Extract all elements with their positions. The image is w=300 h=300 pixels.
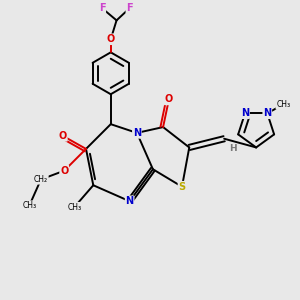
Text: N: N [133,128,141,138]
Text: N: N [126,196,134,206]
Text: O: O [106,34,115,44]
Text: F: F [126,3,133,13]
Text: S: S [178,182,186,192]
Text: O: O [165,94,173,104]
Text: CH₃: CH₃ [22,201,36,210]
Text: CH₂: CH₂ [34,175,48,184]
Text: H: H [229,144,237,153]
Text: F: F [99,3,105,13]
Text: CH₃: CH₃ [67,202,81,211]
Text: N: N [241,108,249,118]
Text: O: O [60,166,68,176]
Text: O: O [58,131,67,141]
Text: N: N [263,108,271,118]
Text: CH₃: CH₃ [276,100,290,109]
